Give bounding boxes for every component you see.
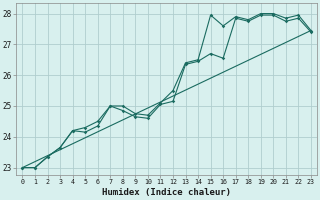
X-axis label: Humidex (Indice chaleur): Humidex (Indice chaleur): [102, 188, 231, 197]
